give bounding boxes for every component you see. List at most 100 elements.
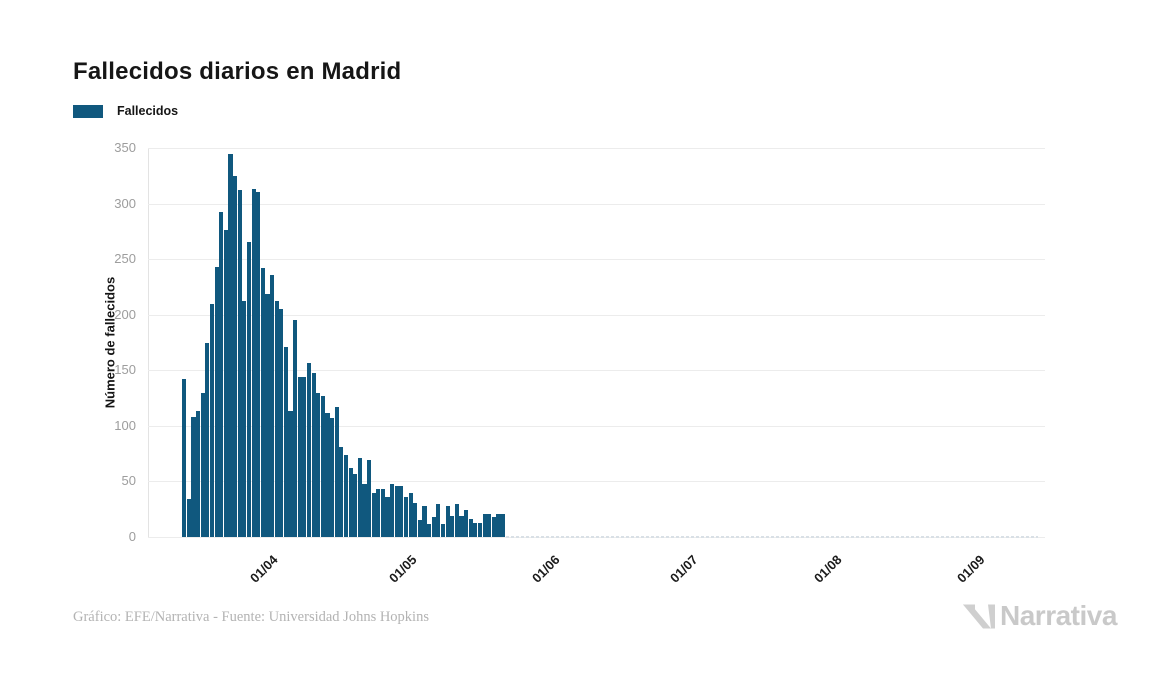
bar-18/04 — [348, 468, 353, 537]
bar-14/03 — [186, 499, 191, 537]
bar-03/05 — [417, 520, 422, 537]
gridline-350 — [148, 148, 1045, 149]
bar-20/05 — [496, 513, 501, 537]
bar-15/03 — [191, 416, 196, 537]
x-tick-label-01-08: 01/08 — [810, 552, 845, 586]
bar-02/04 — [274, 301, 279, 537]
y-tick-label-0: 0 — [128, 529, 136, 544]
y-tick-label-200: 200 — [114, 306, 136, 322]
bar-27/04 — [390, 483, 395, 537]
bar-08/05 — [440, 523, 446, 537]
gridline-100 — [148, 425, 1045, 427]
bar-07/05 — [436, 503, 441, 537]
bar-26/04 — [385, 496, 390, 537]
y-axis-line — [148, 148, 149, 538]
bar-03/04 — [279, 309, 284, 537]
bar-13/03 — [182, 379, 187, 537]
bar-23/03 — [228, 153, 233, 537]
x-tick-label-01-07: 01/07 — [667, 552, 701, 586]
bar-26/03 — [242, 301, 247, 537]
bar-30/04 — [403, 496, 409, 537]
zero-values-line — [505, 536, 1038, 538]
bar-21/03 — [219, 212, 224, 537]
bar-14/05 — [468, 519, 473, 537]
bar-22/03 — [223, 230, 228, 537]
bar-25/04 — [380, 489, 385, 537]
narrativa-n-icon — [963, 604, 995, 628]
bar-25/03 — [237, 190, 242, 537]
bar-30/03 — [260, 268, 265, 537]
bar-17/04 — [343, 454, 349, 537]
bar-19/05 — [491, 516, 496, 537]
legend-label: Fallecidos — [117, 104, 179, 118]
bar-23/04 — [371, 492, 376, 537]
bar-18/03 — [205, 342, 210, 537]
bar-16/05 — [477, 522, 483, 537]
x-tick-label-01-05: 01/05 — [385, 552, 420, 586]
y-tick-label-150: 150 — [114, 362, 136, 378]
bar-09/04 — [306, 362, 312, 537]
legend: Fallecidos — [73, 104, 178, 118]
bar-09/05 — [445, 505, 450, 537]
chart-title: Fallecidos diarios en Madrid — [73, 58, 402, 86]
bar-04/04 — [283, 346, 288, 537]
bar-01/05 — [408, 492, 413, 537]
gridline-200 — [148, 314, 1045, 316]
bar-28/04 — [394, 485, 399, 537]
y-tick-label-100: 100 — [114, 417, 136, 433]
bar-18/05 — [487, 513, 492, 537]
bar-28/03 — [251, 189, 256, 537]
bar-12/04 — [320, 395, 325, 537]
bar-08/04 — [302, 376, 307, 537]
bar-05/04 — [288, 411, 293, 537]
bar-15/04 — [334, 406, 339, 537]
bar-11/05 — [454, 503, 459, 537]
bar-21/04 — [362, 483, 367, 537]
bar-19/04 — [353, 473, 358, 537]
bar-24/04 — [376, 489, 381, 537]
bar-29/04 — [399, 485, 404, 537]
bar-17/05 — [482, 513, 487, 537]
bar-21/05 — [500, 513, 506, 537]
source-attribution: Gráfico: EFE/Narrativa - Fuente: Univers… — [73, 609, 429, 625]
bar-24/03 — [233, 175, 238, 537]
legend-swatch-fallecidos — [73, 104, 103, 118]
bar-02/05 — [413, 502, 418, 537]
y-tick-label-50: 50 — [121, 473, 136, 489]
bar-16/03 — [196, 411, 201, 537]
bar-07/04 — [297, 376, 302, 537]
y-tick-label-300: 300 — [114, 195, 136, 211]
bar-10/05 — [450, 515, 455, 537]
gridline-250 — [148, 259, 1045, 261]
bar-27/03 — [246, 242, 252, 537]
gridline-150 — [148, 370, 1045, 372]
bar-13/05 — [464, 510, 469, 537]
bar-29/03 — [256, 192, 261, 537]
gridline-50 — [148, 481, 1045, 483]
y-axis-title: Número de fallecidos — [102, 276, 118, 409]
bar-19/03 — [209, 303, 215, 537]
y-tick-label-250: 250 — [114, 251, 136, 267]
bar-01/04 — [269, 274, 275, 537]
bar-20/04 — [357, 458, 362, 537]
narrativa-logo: Narrativa — [962, 600, 1117, 632]
bar-31/03 — [265, 293, 270, 537]
bar-11/04 — [316, 392, 321, 537]
gridline-300 — [148, 203, 1045, 205]
bar-15/05 — [473, 522, 478, 537]
bar-04/05 — [422, 505, 427, 537]
bar-10/04 — [311, 372, 316, 537]
bar-22/04 — [367, 460, 372, 537]
bar-13/04 — [325, 412, 330, 537]
bar-06/05 — [431, 516, 436, 537]
bar-14/04 — [330, 418, 335, 537]
x-tick-label-01-06: 01/06 — [528, 552, 563, 586]
bar-05/05 — [427, 523, 432, 537]
narrativa-logo-text: Narrativa — [1000, 600, 1117, 631]
x-tick-label-01-09: 01/09 — [953, 552, 988, 586]
bar-06/04 — [293, 320, 298, 537]
y-tick-label-350: 350 — [114, 140, 136, 155]
x-tick-label-01-04: 01/04 — [246, 552, 281, 586]
